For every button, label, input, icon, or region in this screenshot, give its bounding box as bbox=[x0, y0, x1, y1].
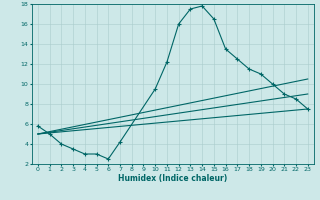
X-axis label: Humidex (Indice chaleur): Humidex (Indice chaleur) bbox=[118, 174, 228, 183]
